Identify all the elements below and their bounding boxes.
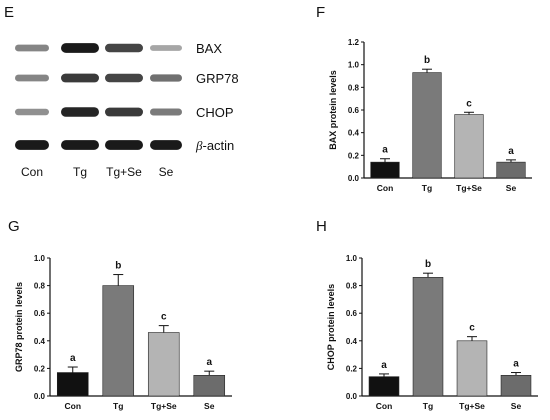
- blot-band: [105, 140, 143, 150]
- blot-band: [150, 140, 182, 150]
- bar-tg-se: [456, 340, 488, 397]
- blot-protein-label: BAX: [196, 41, 222, 56]
- blot-lane-label: Se: [159, 165, 174, 179]
- blot-band: [150, 45, 182, 51]
- y-tick-label: 0.6: [346, 309, 358, 318]
- significance-letter: a: [382, 145, 388, 156]
- beta-suffix: -actin: [202, 138, 234, 153]
- blot-band: [61, 73, 99, 83]
- significance-letter: c: [469, 323, 475, 334]
- blot-band: [150, 108, 182, 116]
- y-tick-label: 0.2: [346, 364, 358, 373]
- chart-f-body: BAX protein levels 0.0 0.2 0.4 0.6 0.8 1.0 1.2 a…: [328, 38, 532, 193]
- chart-chop: CHOP protein levels 0.0 0.2 0.4 0.6 0.8 1.0 a Co…: [326, 254, 538, 411]
- chart-bax: BAX protein levels 0.0 0.2 0.4 0.6 0.8 1.0 1.2 a…: [328, 38, 532, 193]
- blot-protein-label: β-actin: [195, 138, 234, 153]
- x-tick-label: Tg: [113, 401, 123, 411]
- y-tick-label: 0.8: [348, 83, 360, 92]
- panel-label-h: H: [316, 218, 327, 235]
- x-tick-label: Tg: [423, 401, 433, 411]
- x-tick-label: Con: [377, 183, 394, 193]
- chart-h-body: CHOP protein levels 0.0 0.2 0.4 0.6 0.8 1.0 a Co…: [326, 254, 538, 411]
- bar-tg: [412, 277, 444, 397]
- significance-letter: a: [508, 146, 514, 157]
- blot-bands: [15, 43, 182, 150]
- x-tick-label: Con: [376, 401, 393, 411]
- blot-band: [15, 108, 49, 116]
- significance-letter: a: [70, 353, 76, 364]
- significance-letter: b: [424, 55, 430, 66]
- y-tick-label: 0.0: [34, 392, 46, 401]
- blot-band: [105, 107, 143, 117]
- blot-band: [61, 43, 99, 53]
- panel-label-g: G: [8, 218, 20, 235]
- blot-band: [15, 44, 49, 52]
- x-tick-label: Se: [511, 401, 522, 411]
- x-tick-label: Tg+Se: [456, 183, 482, 193]
- blot-band: [150, 74, 182, 82]
- bar-se: [496, 161, 526, 179]
- y-tick-label: 0.4: [34, 337, 46, 346]
- y-tick-label: 0.6: [34, 309, 46, 318]
- panel-label-e: E: [4, 4, 15, 21]
- y-axis-label: GRP78 protein levels: [14, 282, 24, 372]
- y-tick-label: 1.0: [348, 61, 360, 70]
- blot-lane-label: Tg: [73, 165, 87, 179]
- y-axis-label: BAX protein levels: [328, 70, 338, 150]
- blot-labels: BAX GRP78 CHOP β-actin Con Tg Tg+Se Se: [21, 41, 239, 179]
- x-tick-label: Tg: [422, 183, 432, 193]
- significance-letter: b: [425, 259, 431, 270]
- significance-letter: a: [381, 360, 387, 371]
- x-tick-label: Tg+Se: [459, 401, 485, 411]
- y-tick-label: 1.0: [34, 254, 46, 263]
- blot-band: [61, 107, 99, 117]
- bar-con: [370, 161, 400, 179]
- blot-lane-label: Con: [21, 165, 43, 179]
- y-tick-label: 0.4: [348, 129, 360, 138]
- x-tick-label: Con: [64, 401, 81, 411]
- significance-letter: c: [466, 98, 472, 109]
- blot-lane-label: Tg+Se: [106, 165, 142, 179]
- x-tick-label: Tg+Se: [151, 401, 177, 411]
- y-tick-label: 0.0: [348, 174, 360, 183]
- significance-letter: b: [115, 261, 121, 272]
- y-tick-label: 0.8: [34, 282, 46, 291]
- bar-tg-se: [147, 332, 180, 397]
- bar-con: [368, 376, 400, 397]
- y-tick-label: 0.2: [348, 151, 360, 160]
- western-blot: BAX GRP78 CHOP β-actin Con Tg Tg+Se Se: [15, 41, 239, 179]
- chart-grp78: GRP78 protein levels 0.0 0.2 0.4 0.6 0.8 1.0 a C…: [14, 254, 232, 411]
- significance-letter: c: [161, 312, 167, 323]
- blot-band: [15, 140, 49, 150]
- bar-tg: [412, 72, 442, 179]
- y-tick-label: 0.0: [346, 392, 358, 401]
- y-tick-label: 0.2: [34, 364, 46, 373]
- x-tick-label: Se: [204, 401, 215, 411]
- bar-tg: [102, 285, 135, 397]
- significance-letter: a: [206, 357, 212, 368]
- y-tick-label: 0.8: [346, 282, 358, 291]
- chart-g-body: GRP78 protein levels 0.0 0.2 0.4 0.6 0.8 1.0 a C…: [14, 254, 232, 411]
- blot-band: [15, 74, 49, 82]
- blot-protein-label: GRP78: [196, 71, 239, 86]
- y-tick-label: 0.6: [348, 106, 360, 115]
- bar-se: [193, 375, 226, 397]
- bar-con: [56, 372, 89, 397]
- y-tick-label: 0.4: [346, 337, 358, 346]
- blot-protein-label: CHOP: [196, 105, 234, 120]
- y-tick-label: 1.2: [348, 38, 360, 47]
- bar-tg-se: [454, 114, 484, 179]
- y-tick-label: 1.0: [346, 254, 358, 263]
- blot-band: [61, 140, 99, 150]
- beta-symbol: β: [195, 138, 203, 153]
- y-axis-label: CHOP protein levels: [326, 284, 336, 370]
- bar-se: [500, 375, 532, 397]
- x-tick-label: Se: [506, 183, 517, 193]
- blot-band: [105, 43, 143, 53]
- blot-band: [105, 73, 143, 83]
- significance-letter: a: [513, 359, 519, 370]
- panel-label-f: F: [316, 4, 326, 21]
